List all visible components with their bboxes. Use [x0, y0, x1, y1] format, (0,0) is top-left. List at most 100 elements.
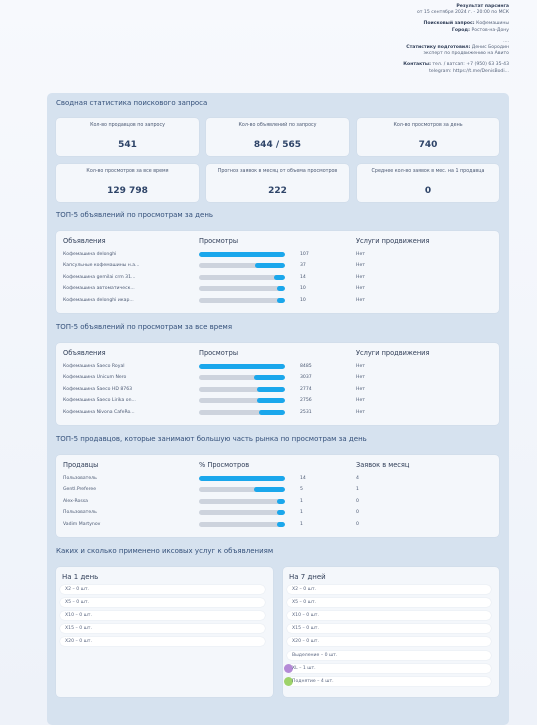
stat-value: 222	[268, 186, 287, 196]
row-promo: Нет	[356, 252, 365, 257]
row-views: 2756	[300, 398, 312, 404]
row-views: 14	[300, 476, 306, 481]
views-bar-fill	[277, 498, 285, 504]
report-panel: Сводная статистика поискового запроса Ко…	[47, 93, 509, 725]
views-bar-fill	[199, 252, 285, 257]
views-bar	[199, 409, 285, 415]
table-row: Кофемашина автоматическ... 10 Нет	[56, 284, 499, 294]
row-promo: Нет	[356, 375, 365, 381]
service-item: Поднятие – 4 шт.	[284, 676, 491, 686]
table-header: Объявления Просмотры Услуги продвижения	[56, 237, 499, 247]
row-name: Кофемашина delonghi	[63, 252, 117, 257]
views-bar-fill	[199, 476, 285, 481]
row-promo: 0	[356, 510, 359, 516]
views-bar	[199, 498, 285, 504]
stat-value: 541	[118, 140, 137, 150]
top-all-title: ТОП-5 объявлений по просмотрам за все вр…	[56, 323, 233, 331]
services-title: Каких и сколько применено иксовых услуг …	[56, 547, 274, 555]
table-row: Кофемашина Saeco Lirika on... 2756 Нет	[56, 396, 499, 406]
table-row: Пользователь 1 0	[56, 508, 499, 518]
table-row: Капсульные кофемашины н.а... 37 Нет	[56, 261, 499, 271]
row-views: 1	[300, 521, 303, 527]
row-name: Пользователь	[63, 510, 97, 516]
services-day-card: На 1 день Х2 – 0 шт. Х5 – 0 шт. Х10 – 0 шт…	[56, 567, 273, 697]
column-header: Просмотры	[199, 237, 239, 245]
row-name: Кофемашина Saeco Lirika on...	[63, 398, 136, 404]
service-item-label: Х15 – 0 шт.	[292, 626, 319, 632]
column-header: Объявления	[63, 349, 106, 357]
views-bar-fill	[199, 364, 285, 369]
stat-label: Кол-во объявлений по запросу	[238, 123, 317, 128]
service-item-label: Х10 – 0 шт.	[65, 613, 92, 619]
service-item: Х10 – 0 шт.	[60, 611, 265, 621]
stat-label: Среднее кол-во заявок в мес. на 1 продав…	[371, 169, 485, 174]
top-day-table: Объявления Просмотры Услуги продвижения Коф…	[56, 231, 499, 313]
top-all-table: Объявления Просмотры Услуги продвижения Коф…	[56, 343, 499, 425]
views-bar-fill	[254, 375, 285, 381]
row-views: 107	[300, 252, 309, 257]
stat-label: Кол-во просмотров за день	[393, 123, 463, 128]
table-row: Кофемашина gemilai crm 31... 14 Нет	[56, 273, 499, 283]
row-promo: Нет	[356, 263, 365, 269]
author: Статистику подготовил: Денис Бородин	[406, 45, 509, 51]
service-indicator-dot	[284, 676, 293, 686]
service-item: Выделение – 0 шт.	[287, 650, 491, 660]
row-name: Alex-Rossa	[63, 498, 88, 504]
row-views: 10	[300, 286, 306, 292]
column-header: % Просмотров	[199, 461, 250, 469]
stat-card-views-day: Кол-во просмотров за день 740	[357, 118, 499, 156]
service-item: XL – 1 шт.	[284, 663, 491, 673]
row-promo: Нет	[356, 409, 365, 415]
row-views: 37	[300, 263, 306, 269]
telegram-link[interactable]: telegram: https://t.me/DenisBodi...	[429, 68, 509, 74]
row-promo: Нет	[356, 398, 365, 404]
views-bar	[199, 263, 285, 269]
service-item: Х5 – 0 шт.	[60, 598, 265, 608]
table-row: Пользователь 14 4	[56, 474, 499, 484]
row-views: 14	[300, 274, 306, 280]
services-week-title: На 7 дней	[289, 573, 326, 581]
views-bar	[199, 252, 285, 257]
row-promo: 1	[356, 487, 359, 493]
table-row: Кофемашина delonghi 107 Нет	[56, 250, 499, 260]
column-header: Заявок в месяц	[356, 461, 410, 469]
table-row: Кофемашина Nivona CafeRo... 2531 Нет	[56, 408, 499, 418]
contacts: Контакты: тел. / ватсап: +7 (950) 63 35-…	[403, 62, 509, 68]
top-sellers-table: Продавцы % Просмотров Заявок в месяц Пользо…	[56, 455, 499, 537]
row-name: Кофемашина Saeco HD 8763	[63, 386, 133, 392]
service-item-label: Выделение – 0 шт.	[292, 652, 338, 658]
row-views: 1	[300, 510, 303, 516]
table-row: Vadim Martynov 1 0	[56, 520, 499, 530]
row-promo: 0	[356, 498, 359, 504]
stat-card-forecast: Прогноз заявок в месяц от объема просмот…	[206, 164, 349, 202]
views-bar	[199, 386, 285, 392]
column-header: Услуги продвижения	[356, 237, 430, 245]
row-name: Gentl.Preferee	[63, 487, 97, 493]
stat-value: 844 / 565	[253, 140, 302, 150]
table-header: Продавцы % Просмотров Заявок в месяц	[56, 461, 499, 471]
service-item: Х5 – 0 шт.	[287, 598, 491, 608]
service-item: Х2 – 0 шт.	[287, 585, 491, 594]
views-bar-fill	[254, 263, 285, 269]
row-name: Пользователь	[63, 476, 97, 481]
service-item: Х20 – 0 шт.	[287, 637, 491, 647]
service-item: Х2 – 0 шт.	[60, 585, 265, 594]
service-item-label: Х20 – 0 шт.	[65, 639, 92, 645]
row-name: Кофемашина Saeco Royal	[63, 364, 125, 369]
service-item-label: Х20 – 0 шт.	[292, 639, 319, 645]
author-role: эксперт по продвижению на Авито	[423, 51, 509, 57]
table-row: Кофемашина Saeco Royal 8485 Нет	[56, 362, 499, 372]
table-row: Кофемашина delonghi икар... 10 Нет	[56, 296, 499, 306]
table-row: Кофемашина Saeco HD 8763 2774 Нет	[56, 385, 499, 395]
table-row: Gentl.Preferee 5 1	[56, 485, 499, 495]
table-row: Alex-Rossa 1 0	[56, 497, 499, 507]
stat-card-views-all: Кол-во просмотров за все время 129 798	[56, 164, 199, 202]
stat-card-avg-requests: Среднее кол-во заявок в мес. на 1 продав…	[357, 164, 499, 202]
row-promo: Нет	[356, 386, 365, 392]
column-header: Просмотры	[199, 349, 239, 357]
service-item: Х20 – 0 шт.	[60, 637, 265, 647]
city: Город: Ростов-на-Дону	[451, 27, 509, 33]
stat-label: Прогноз заявок в месяц от объема просмот…	[217, 169, 338, 174]
row-views: 1	[300, 498, 303, 504]
views-bar	[199, 375, 285, 381]
